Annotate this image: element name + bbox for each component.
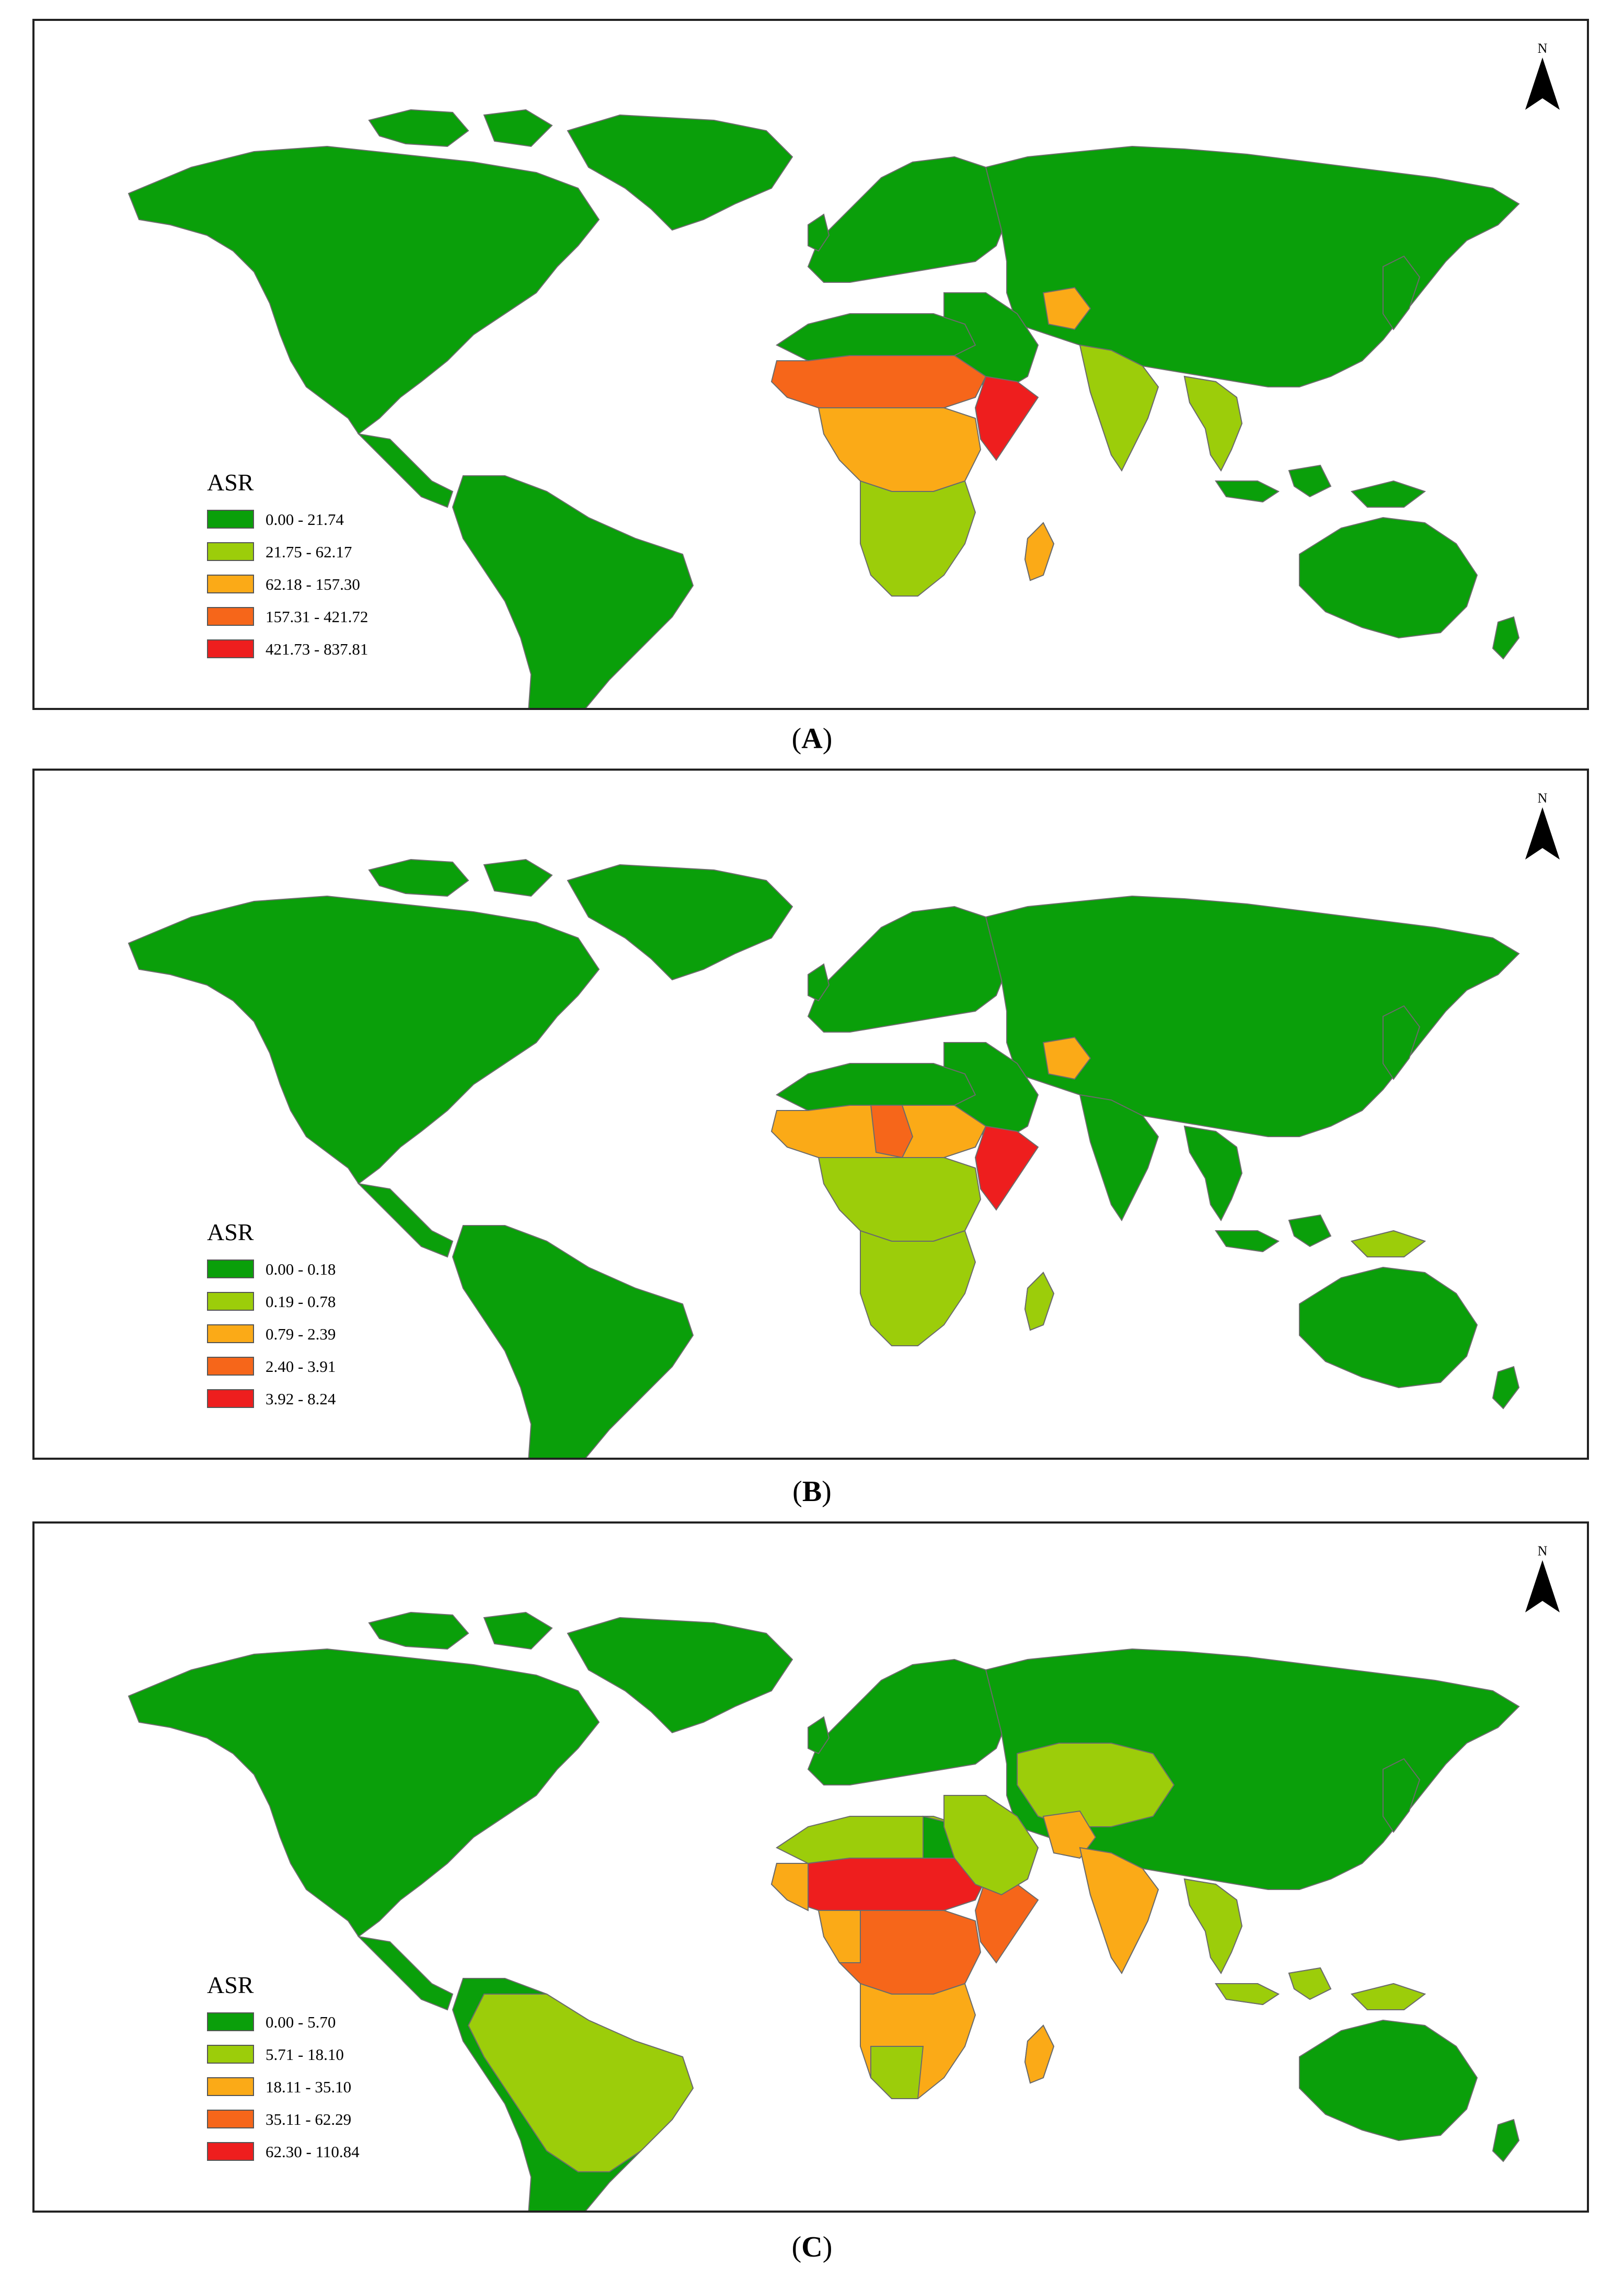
legend-swatch xyxy=(207,510,254,529)
legend-item: 0.00 - 21.74 xyxy=(207,503,368,535)
legend-item: 157.31 - 421.72 xyxy=(207,600,368,633)
caption-letter: A xyxy=(801,723,823,755)
legend-item: 18.11 - 35.10 xyxy=(207,2070,360,2103)
north-label: N xyxy=(1537,1543,1548,1559)
legend-item: 62.18 - 157.30 xyxy=(207,568,368,600)
legend-label: 3.92 - 8.24 xyxy=(266,1389,336,1408)
legend-label: 2.40 - 3.91 xyxy=(266,1357,336,1376)
caption-letter: C xyxy=(801,2231,823,2263)
north-arrow: N xyxy=(1524,792,1561,865)
world-choropleth-map xyxy=(128,1612,1519,2211)
map-legend: ASR 0.00 - 5.70 5.71 - 18.10 18.11 - 35.… xyxy=(207,1973,360,2168)
north-arrow: N xyxy=(1524,42,1561,115)
north-arrow: N xyxy=(1524,1544,1561,1618)
legend-item: 62.30 - 110.84 xyxy=(207,2135,360,2168)
legend-swatch xyxy=(207,639,254,658)
legend-label: 62.30 - 110.84 xyxy=(266,2142,360,2161)
legend-label: 0.00 - 5.70 xyxy=(266,2012,336,2031)
north-arrow-icon xyxy=(1525,1560,1560,1612)
legend-label: 21.75 - 62.17 xyxy=(266,542,352,561)
legend-item: 0.00 - 0.18 xyxy=(207,1253,336,1285)
legend-swatch xyxy=(207,1357,254,1376)
legend-label: 5.71 - 18.10 xyxy=(266,2045,344,2064)
legend-swatch xyxy=(207,1292,254,1311)
legend-swatch xyxy=(207,2077,254,2096)
legend-swatch xyxy=(207,575,254,593)
legend-label: 0.19 - 0.78 xyxy=(266,1292,336,1311)
legend-swatch xyxy=(207,607,254,626)
legend-swatch xyxy=(207,1324,254,1343)
panel-caption-c: (C) xyxy=(791,2231,833,2263)
world-choropleth-map xyxy=(128,109,1519,708)
legend-label: 0.00 - 21.74 xyxy=(266,510,344,529)
legend-label: 35.11 - 62.29 xyxy=(266,2110,352,2128)
map-panel-a: ASR 0.00 - 21.74 21.75 - 62.17 62.18 - 1… xyxy=(32,19,1589,710)
legend-item: 21.75 - 62.17 xyxy=(207,535,368,568)
legend-swatch xyxy=(207,2110,254,2128)
north-arrow-icon xyxy=(1525,58,1560,110)
map-panel-b: ASR 0.00 - 0.18 0.19 - 0.78 0.79 - 2.39 … xyxy=(32,769,1589,1460)
legend-item: 5.71 - 18.10 xyxy=(207,2038,360,2070)
legend-label: 0.00 - 0.18 xyxy=(266,1260,336,1278)
caption-letter: B xyxy=(802,1475,822,1508)
legend-title: ASR xyxy=(207,1972,254,1998)
legend-label: 18.11 - 35.10 xyxy=(266,2077,352,2096)
legend-swatch xyxy=(207,1389,254,1408)
legend-label: 157.31 - 421.72 xyxy=(266,607,368,626)
legend-swatch xyxy=(207,542,254,561)
map-legend: ASR 0.00 - 21.74 21.75 - 62.17 62.18 - 1… xyxy=(207,471,368,665)
legend-item: 0.79 - 2.39 xyxy=(207,1318,336,1350)
legend-item: 0.00 - 5.70 xyxy=(207,2006,360,2038)
legend-title: ASR xyxy=(207,1219,254,1245)
panel-caption-b: (B) xyxy=(792,1475,832,1508)
legend-label: 62.18 - 157.30 xyxy=(266,575,360,593)
legend-item: 3.92 - 8.24 xyxy=(207,1382,336,1415)
north-label: N xyxy=(1537,791,1548,806)
legend-swatch xyxy=(207,1260,254,1278)
panel-caption-a: (A) xyxy=(791,723,833,755)
legend-swatch xyxy=(207,2142,254,2161)
north-arrow-icon xyxy=(1525,807,1560,860)
legend-item: 35.11 - 62.29 xyxy=(207,2103,360,2135)
legend-item: 421.73 - 837.81 xyxy=(207,633,368,665)
map-legend: ASR 0.00 - 0.18 0.19 - 0.78 0.79 - 2.39 … xyxy=(207,1220,336,1415)
map-panel-c: ASR 0.00 - 5.70 5.71 - 18.10 18.11 - 35.… xyxy=(32,1521,1589,2213)
legend-label: 421.73 - 837.81 xyxy=(266,639,368,658)
legend-label: 0.79 - 2.39 xyxy=(266,1324,336,1343)
world-choropleth-map xyxy=(128,859,1519,1458)
legend-title: ASR xyxy=(207,469,254,496)
north-label: N xyxy=(1537,41,1548,56)
legend-item: 2.40 - 3.91 xyxy=(207,1350,336,1382)
legend-item: 0.19 - 0.78 xyxy=(207,1285,336,1318)
legend-swatch xyxy=(207,2012,254,2031)
legend-swatch xyxy=(207,2045,254,2064)
